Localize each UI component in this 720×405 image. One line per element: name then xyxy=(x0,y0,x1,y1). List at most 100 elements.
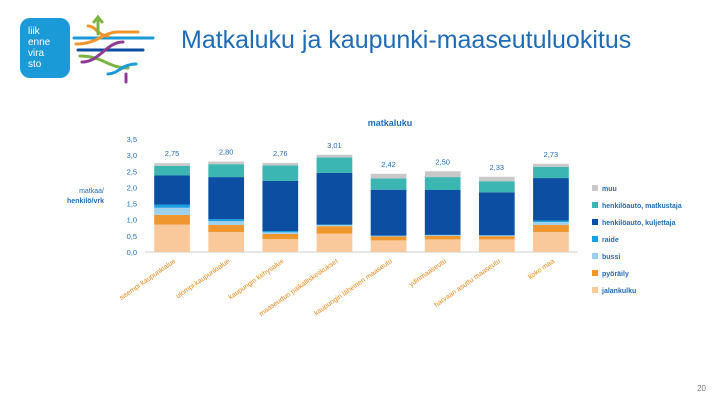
bar-segment-bussi xyxy=(208,221,245,225)
bar-segment-henkilöauto-matkustaja xyxy=(262,165,299,181)
bar-segment-pyöräily xyxy=(316,226,353,234)
bar-segment-jalankulku xyxy=(424,239,461,252)
bar-segment-henkilöauto-kuljettaja xyxy=(262,180,299,232)
bar-segment-henkilöauto-matkustaja xyxy=(154,165,190,176)
bar-segment-henkilöauto-kuljettaja xyxy=(533,178,569,221)
bar-segment-jalankulku xyxy=(370,240,407,252)
bar-segment-pyöräily xyxy=(208,224,245,232)
bar-segment-jalankulku xyxy=(208,231,245,252)
bar-segment-henkilöauto-matkustaja xyxy=(478,181,515,193)
liikennevirasto-logo: liik enne vira sto xyxy=(20,14,155,84)
bar-segment-muu xyxy=(208,161,245,165)
bar-total-label: 2,42 xyxy=(381,160,396,169)
legend-swatch xyxy=(592,287,598,293)
bar-total-label: 2,73 xyxy=(544,150,559,159)
bar-segment-muu xyxy=(370,173,407,179)
category-label: koko maa xyxy=(527,258,556,281)
bar-segment-bussi xyxy=(533,221,569,225)
y-tick-label: 2,0 xyxy=(127,183,137,192)
bar-segment-henkilöauto-matkustaja xyxy=(370,178,407,190)
bar-segment-pyöräily xyxy=(370,236,407,241)
legend-swatch xyxy=(592,185,598,191)
chart-title: matkaluku xyxy=(368,118,413,128)
legend-label: muu xyxy=(602,186,617,193)
legend-label: pyöräily xyxy=(602,271,629,278)
legend-swatch xyxy=(592,253,598,259)
logo-badge xyxy=(20,18,70,78)
slide-title: Matkaluku ja kaupunki-maaseutuluokitus xyxy=(181,26,632,54)
y-tick-label: 0,5 xyxy=(127,232,137,241)
legend-label: jalankulku xyxy=(601,288,636,295)
y-tick-label: 3,5 xyxy=(127,135,137,144)
bar-segment-pyöräily xyxy=(533,224,569,232)
page-number: 20 xyxy=(697,384,706,393)
logo-line-3: vira xyxy=(28,48,45,59)
logo-line-4: sto xyxy=(28,59,42,70)
bar-segment-henkilöauto-matkustaja xyxy=(424,177,461,191)
y-axis-label: henkilö/vrk xyxy=(67,198,104,205)
bar-segment-henkilöauto-kuljettaja xyxy=(424,190,461,235)
y-tick-label: 3,0 xyxy=(127,151,137,160)
bar-total-label: 3,01 xyxy=(327,141,342,150)
bar-segment-pyöräily xyxy=(424,235,461,240)
bar-segment-raide xyxy=(154,204,190,208)
bar-segment-raide xyxy=(208,219,245,222)
bar-total-label: 2,33 xyxy=(490,163,505,172)
bar-segment-bussi xyxy=(154,207,190,215)
bar-segment-henkilöauto-matkustaja xyxy=(533,166,569,179)
bar-segment-muu xyxy=(424,171,461,178)
bar-segment-bussi xyxy=(478,235,515,237)
bar-total-label: 2,50 xyxy=(435,157,450,166)
category-label: ulompi kaupunkialue xyxy=(175,258,231,300)
bar-total-label: 2,75 xyxy=(165,149,180,158)
bar-segment-jalankulku xyxy=(533,231,569,252)
bar-segment-pyöräily xyxy=(478,236,515,240)
legend-swatch xyxy=(592,219,598,225)
bar-segment-muu xyxy=(154,163,190,166)
legend-swatch xyxy=(592,236,598,242)
bar-segment-henkilöauto-kuljettaja xyxy=(370,189,407,236)
bar-segment-henkilöauto-matkustaja xyxy=(208,164,245,178)
bar-segment-jalankulku xyxy=(478,239,515,252)
y-axis-label: matkaa/ xyxy=(79,188,104,195)
bar-segment-bussi xyxy=(262,232,299,234)
legend-label: henkilöauto, kuljettaja xyxy=(602,220,676,227)
logo-line-1: liik xyxy=(28,26,41,37)
bar-segment-henkilöauto-kuljettaja xyxy=(316,172,353,225)
bar-segment-henkilöauto-kuljettaja xyxy=(208,177,245,220)
category-label: ydinmaaseutu xyxy=(408,258,448,289)
category-label: kaupungin kehysalue xyxy=(228,258,286,302)
category-label: sisempi kaupunkialue xyxy=(118,258,177,302)
bar-total-label: 2,80 xyxy=(219,148,234,157)
legend-label: raide xyxy=(602,237,619,244)
bar-segment-pyöräily xyxy=(154,214,190,225)
bar-segment-raide xyxy=(533,220,569,222)
network-lines-icon xyxy=(72,14,155,84)
bar-segment-jalankulku xyxy=(316,233,353,252)
y-tick-label: 2,5 xyxy=(127,167,137,176)
bar-segment-bussi xyxy=(370,235,407,237)
bar-segment-muu xyxy=(316,154,353,158)
bar-segment-henkilöauto-kuljettaja xyxy=(478,192,515,236)
y-tick-label: 1,0 xyxy=(127,216,137,225)
bar-total-label: 2,76 xyxy=(273,149,288,158)
bar-segment-bussi xyxy=(316,224,353,227)
legend-label: henkilöauto, matkustaja xyxy=(602,203,682,210)
bar-segment-pyöräily xyxy=(262,233,299,240)
bar-segment-jalankulku xyxy=(262,239,299,252)
bar-segment-henkilöauto-kuljettaja xyxy=(154,175,190,205)
bar-segment-muu xyxy=(262,162,299,166)
bar-segment-raide xyxy=(262,231,299,233)
legend-label: bussi xyxy=(602,254,620,261)
bar-segment-bussi xyxy=(424,235,461,236)
bar-segment-muu xyxy=(478,176,515,182)
legend-swatch xyxy=(592,202,598,208)
y-tick-label: 0,0 xyxy=(127,248,137,257)
legend-swatch xyxy=(592,270,598,276)
logo-line-2: enne xyxy=(28,37,51,48)
bar-segment-henkilöauto-matkustaja xyxy=(316,157,353,173)
bar-segment-muu xyxy=(533,163,569,167)
y-tick-label: 1,5 xyxy=(127,200,137,209)
bar-segment-jalankulku xyxy=(154,224,190,252)
